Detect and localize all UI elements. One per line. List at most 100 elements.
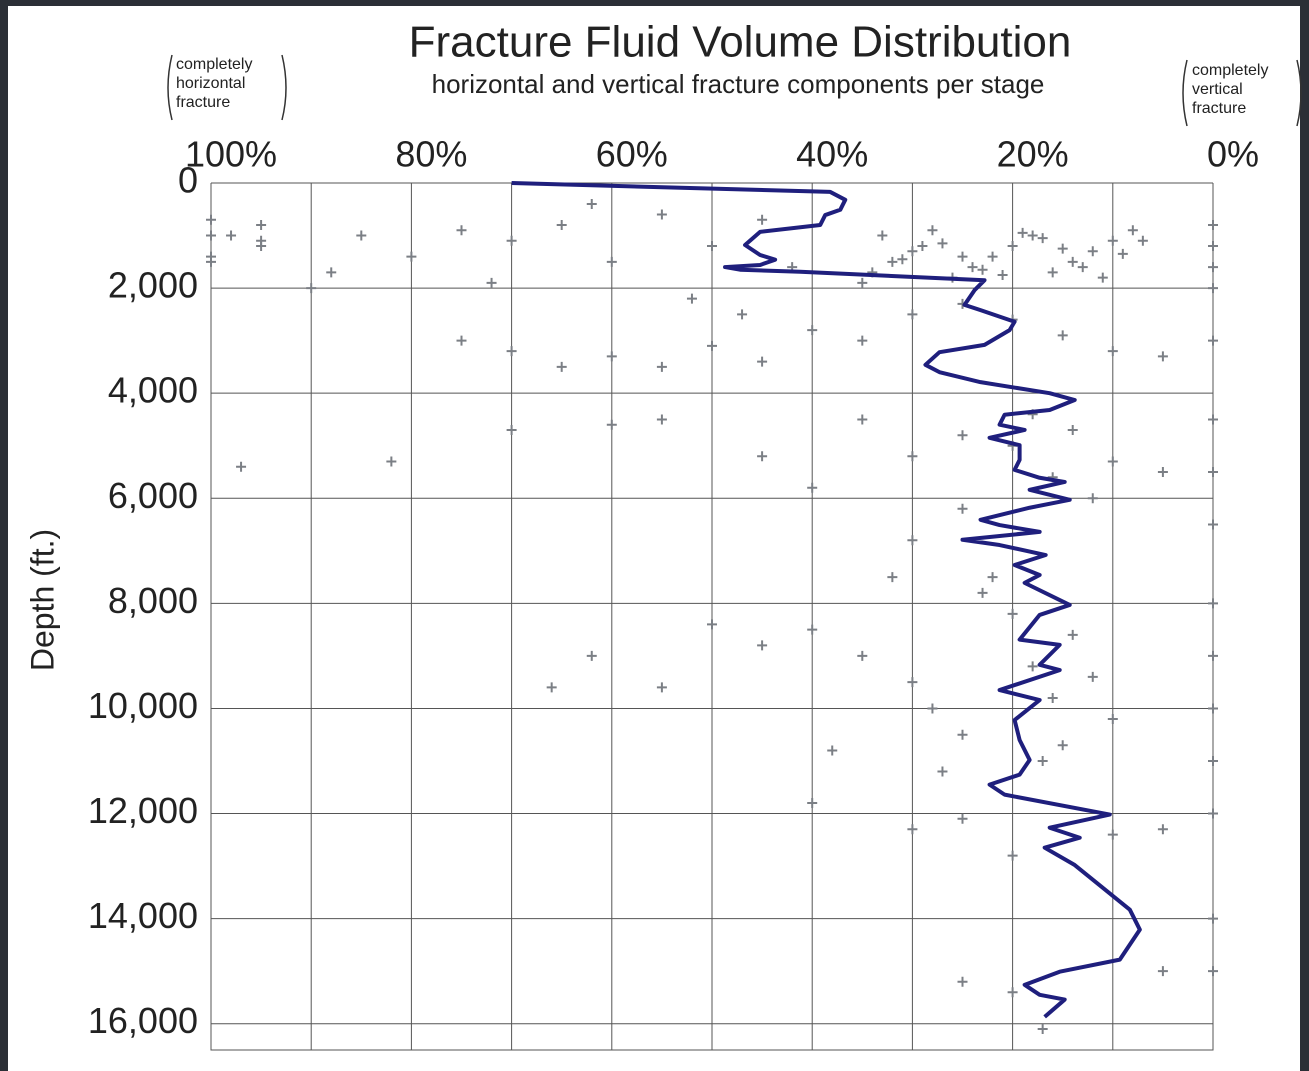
scatter-point [907,535,918,546]
scatter-point [857,414,868,425]
scatter-point [737,309,748,320]
scatter-point [1208,335,1218,346]
scatter-point [1067,424,1078,435]
scatter-point [506,346,517,357]
scatter-point [1208,756,1218,766]
scatter-point [807,798,818,809]
scatter-point [686,293,697,304]
scatter-point [1037,233,1048,244]
scatter-point [917,241,928,252]
scatter-point [556,361,567,372]
scatter-point [546,682,557,693]
scatter-point [1107,829,1118,840]
scatter-point [937,238,948,249]
scatter-point [1127,225,1138,236]
scatter-point [1107,456,1118,467]
scatter-point [1017,227,1028,238]
scatter-point [1027,661,1038,672]
scatter-point [907,309,918,320]
scatter-point [1077,262,1088,273]
scatter-point [1157,824,1168,835]
scatter-point [256,235,267,246]
scatter-point [1057,740,1068,751]
y-tick-label: 10,000 [88,685,198,726]
scatter-point [957,251,968,262]
scatter-point [1208,241,1218,252]
scatter-point [226,230,237,241]
scatter-point [1157,351,1168,362]
annotation-text: horizontal [176,75,245,92]
scatter-point [937,766,948,777]
scatter-point [1208,220,1218,231]
scatter-point [957,813,968,824]
scatter-point [757,640,768,651]
y-tick-label: 0 [178,160,198,201]
scatter-point [1208,808,1218,819]
scatter-point [1208,283,1218,294]
scatter-point [506,235,517,246]
annotation-brackets [167,54,1302,127]
scatter-point [957,503,968,514]
scatter-point [1107,235,1118,246]
scatter-point [907,246,918,257]
scatter-point [326,267,337,278]
chart-subtitle: horizontal and vertical fracture compone… [432,69,1045,99]
scatter-point [456,225,467,236]
scatter-point [656,414,667,425]
y-axis-label: Depth (ft.) [24,529,60,671]
scatter-point [1137,235,1148,246]
scatter-point [1047,267,1058,278]
scatter-point [456,335,467,346]
y-tick-label: 14,000 [88,895,198,936]
scatter-point [1157,467,1168,477]
scatter-point [1047,692,1058,703]
scatter-point [897,254,908,265]
scatter-point [586,650,597,661]
scatter-point [1067,629,1078,640]
annotation-text: fracture [1192,100,1246,117]
scatter-point [907,677,918,688]
scatter-point [606,256,617,267]
scatter-point [707,241,717,252]
scatter-point [1208,598,1218,609]
y-tick-label: 16,000 [88,1000,198,1041]
scatter-point [1057,330,1068,341]
scatter-point [857,335,868,346]
depth-line [511,181,1142,1019]
scatter-point [827,745,838,756]
x-tick-label: 40% [796,134,868,175]
scatter-point [807,325,818,336]
scatter-point [907,824,918,835]
scatter-point [1208,966,1218,977]
scatter-point [907,451,918,462]
scatter-point [957,976,968,987]
scatter-point [556,220,567,231]
scatter-point [1007,987,1018,998]
scatter-point [1208,913,1218,924]
scatter-point [656,209,667,220]
scatter-point [887,572,898,583]
scatter-point [486,277,497,288]
scatter-point [1107,346,1118,357]
scatter-point [1027,230,1038,241]
scatter-point [256,220,267,231]
scatter-point [1097,272,1108,283]
scatter-point [807,482,818,493]
scatter-point [1057,243,1068,254]
scatter-point [877,230,888,241]
scatter-point [927,225,938,236]
scatter-point [1208,703,1218,714]
scatter-point [206,214,216,225]
scatter-point [857,650,868,661]
scatter-point [1007,608,1018,619]
scatter-point [1208,414,1218,425]
scatter-point [707,619,717,630]
annotation-text: vertical [1192,81,1243,98]
scatter-point [807,624,818,635]
y-tick-label: 8,000 [108,580,198,621]
scatter-point [1107,713,1118,724]
x-tick-label: 80% [395,134,467,175]
scatter-point [957,729,968,740]
